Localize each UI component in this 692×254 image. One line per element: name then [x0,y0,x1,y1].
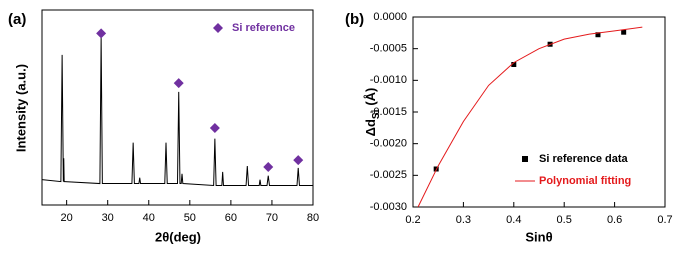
y-tick-label: -0.0015 [370,106,407,118]
legend-marker [522,156,528,162]
y-axis-label-sub: Si [371,109,382,119]
x-tick-label: 0.7 [657,214,672,226]
x-tick-label: 60 [225,212,237,224]
legend-label: Si reference data [539,153,629,165]
data-line [41,37,313,187]
y-tick-label: -0.0025 [370,169,407,181]
x-tick-label: 40 [143,212,155,224]
panel-label: (a) [8,11,26,28]
x-axis-label: 2θ(deg) [155,229,201,244]
diamond-marker [263,161,274,172]
y-tick-label: 0.0000 [373,11,407,23]
legend-label: Polynomial fitting [539,175,631,187]
x-tick-label: 70 [266,212,278,224]
y-axis-label: Intensity (a.u.) [13,64,28,152]
y-axis-label: ΔdSi (Å) [363,88,381,137]
x-tick-label: 50 [184,212,196,224]
x-axis-label: Sinθ [525,229,552,244]
data-line [417,26,643,208]
x-tick-label: 0.2 [405,214,420,226]
panel-label: (b) [345,11,364,28]
diamond-marker [173,78,184,89]
x-tick-label: 0.3 [456,214,471,226]
y-tick-label: -0.0030 [370,201,407,213]
y-axis-label-main: Δd [363,119,378,136]
legend-marker [213,23,223,33]
legend-label: Si reference [232,22,295,34]
diamond-marker [209,122,220,133]
y-tick-label: -0.0005 [370,43,407,55]
x-tick-label: 0.5 [557,214,572,226]
x-tick-label: 80 [307,212,319,224]
diamond-marker [96,28,107,39]
y-axis-label-unit: (Å) [363,88,378,106]
x-tick-label: 20 [61,212,73,224]
x-tick-label: 0.4 [506,214,521,226]
y-tick-label: -0.0010 [370,74,407,86]
y-tick-label: -0.0020 [370,138,407,150]
square-marker [621,29,627,35]
x-tick-label: 30 [102,212,114,224]
plot-frame [41,9,314,206]
square-marker [511,62,517,67]
x-tick-label: 0.6 [607,214,622,226]
square-marker [595,32,601,38]
diamond-marker [293,155,304,166]
